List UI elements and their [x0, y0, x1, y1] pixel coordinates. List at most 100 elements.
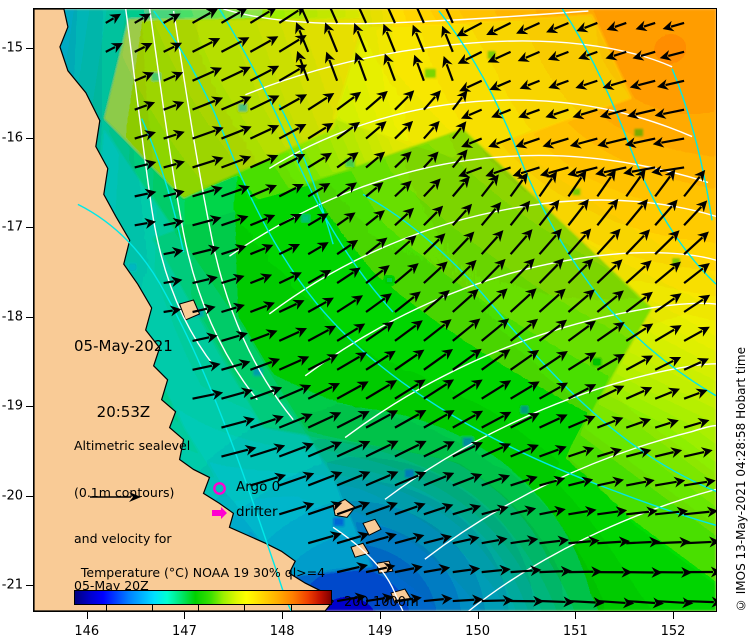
velocity-arrow — [627, 108, 656, 120]
velocity-arrow — [192, 126, 224, 140]
velocity-arrow — [383, 53, 396, 82]
imos-credit-text: © IMOS 13-May-2021 04:28:58 Hobart time — [734, 346, 748, 612]
x-axis-tick-label: 151 — [562, 624, 588, 639]
velocity-arrow — [599, 108, 627, 120]
velocity-arrow — [567, 228, 592, 255]
velocity-arrow — [365, 410, 399, 429]
velocity-arrow — [452, 503, 482, 516]
colorbar-tick — [290, 605, 292, 611]
velocity-arrow — [295, 50, 310, 82]
velocity-arrow — [423, 120, 440, 140]
velocity-arrow — [606, 21, 627, 32]
velocity-arrow — [481, 535, 508, 546]
y-axis-tick-label: -19 — [1, 398, 23, 414]
velocity-arrow — [249, 154, 279, 169]
argo-legend-label: Argo 0 — [236, 479, 281, 495]
y-axis-tick — [26, 316, 33, 318]
velocity-arrow — [394, 320, 423, 342]
velocity-arrow — [683, 169, 706, 198]
velocity-arrow — [163, 100, 185, 111]
velocity-arrow — [423, 90, 441, 111]
colorbar-tick — [152, 605, 154, 611]
velocity-arrow — [654, 356, 682, 371]
velocity-arrow — [394, 120, 414, 140]
velocity-arrow — [191, 9, 219, 24]
velocity-arrow — [596, 228, 621, 255]
velocity-arrow — [249, 273, 273, 285]
x-axis-tick-label: 146 — [74, 624, 100, 639]
velocity-arrow — [221, 273, 245, 285]
velocity-arrow — [278, 272, 302, 285]
velocity-arrow — [423, 410, 455, 429]
velocity-arrow — [278, 213, 302, 227]
velocity-arrow — [336, 121, 361, 140]
velocity-arrow — [163, 247, 184, 258]
velocity-arrow — [365, 265, 390, 284]
velocity-arrow — [278, 501, 315, 516]
velocity-arrow — [458, 166, 483, 178]
velocity-arrow — [336, 323, 366, 342]
velocity-arrow — [423, 472, 455, 487]
velocity-arrow — [221, 387, 253, 400]
velocity-arrow — [626, 536, 661, 548]
velocity-arrow — [539, 505, 566, 517]
velocity-arrow — [394, 563, 423, 575]
velocity-arrow — [423, 151, 439, 169]
velocity-arrow — [509, 172, 528, 198]
x-axis-tick — [575, 612, 577, 619]
velocity-arrow — [307, 213, 329, 227]
velocity-arrow — [278, 35, 307, 53]
velocity-arrow — [134, 159, 157, 171]
velocity-arrow — [481, 564, 511, 576]
velocity-arrow — [655, 506, 689, 518]
velocity-arrow — [220, 37, 250, 53]
velocity-arrow — [394, 379, 426, 400]
velocity-arrow — [516, 21, 540, 35]
velocity-arrow — [509, 258, 535, 284]
velocity-arrow — [461, 137, 483, 148]
velocity-arrow — [278, 94, 308, 111]
velocity-arrow — [510, 535, 539, 547]
velocity-arrow — [538, 319, 568, 342]
velocity-arrow — [192, 274, 218, 285]
velocity-arrow — [568, 415, 596, 429]
velocity-arrow — [365, 470, 399, 487]
velocity-arrow — [624, 137, 656, 149]
velocity-arrow — [278, 183, 304, 198]
colorbar-tick-label: 27 — [190, 609, 206, 611]
velocity-arrow — [625, 323, 654, 342]
velocity-arrow — [394, 532, 425, 545]
velocity-arrow — [654, 447, 683, 458]
velocity-arrow — [625, 260, 652, 284]
velocity-arrow — [134, 71, 155, 82]
map-plot-area[interactable]: 05-May-2021 20:53Z Altimetric sealevel (… — [33, 8, 717, 612]
velocity-arrow — [250, 472, 287, 487]
velocity-arrow — [597, 536, 631, 548]
velocity-arrow — [336, 592, 367, 604]
y-axis-tick-label: -21 — [1, 577, 23, 593]
velocity-arrow — [539, 596, 575, 608]
velocity-arrow — [307, 531, 342, 545]
velocity-arrow — [307, 269, 332, 285]
velocity-arrow — [394, 349, 425, 371]
velocity-arrow — [683, 294, 711, 313]
velocity-arrow — [596, 416, 624, 429]
y-axis-tick — [26, 406, 33, 408]
velocity-arrow — [221, 95, 252, 111]
velocity-arrow — [683, 447, 713, 458]
x-axis-tick — [673, 612, 675, 619]
velocity-arrow — [625, 169, 646, 198]
velocity-arrow — [510, 444, 539, 458]
velocity-arrow — [659, 50, 685, 61]
velocity-arrow — [163, 13, 181, 24]
velocity-arrow — [278, 123, 307, 140]
velocity-arrow — [307, 182, 331, 198]
velocity-arrow — [538, 350, 568, 371]
velocity-arrow — [655, 536, 691, 548]
velocity-arrow — [163, 217, 185, 229]
velocity-arrow — [656, 79, 685, 90]
velocity-arrow — [683, 388, 708, 400]
velocity-arrow — [625, 417, 652, 429]
velocity-arrow — [336, 531, 370, 545]
y-axis-tick — [26, 585, 33, 587]
